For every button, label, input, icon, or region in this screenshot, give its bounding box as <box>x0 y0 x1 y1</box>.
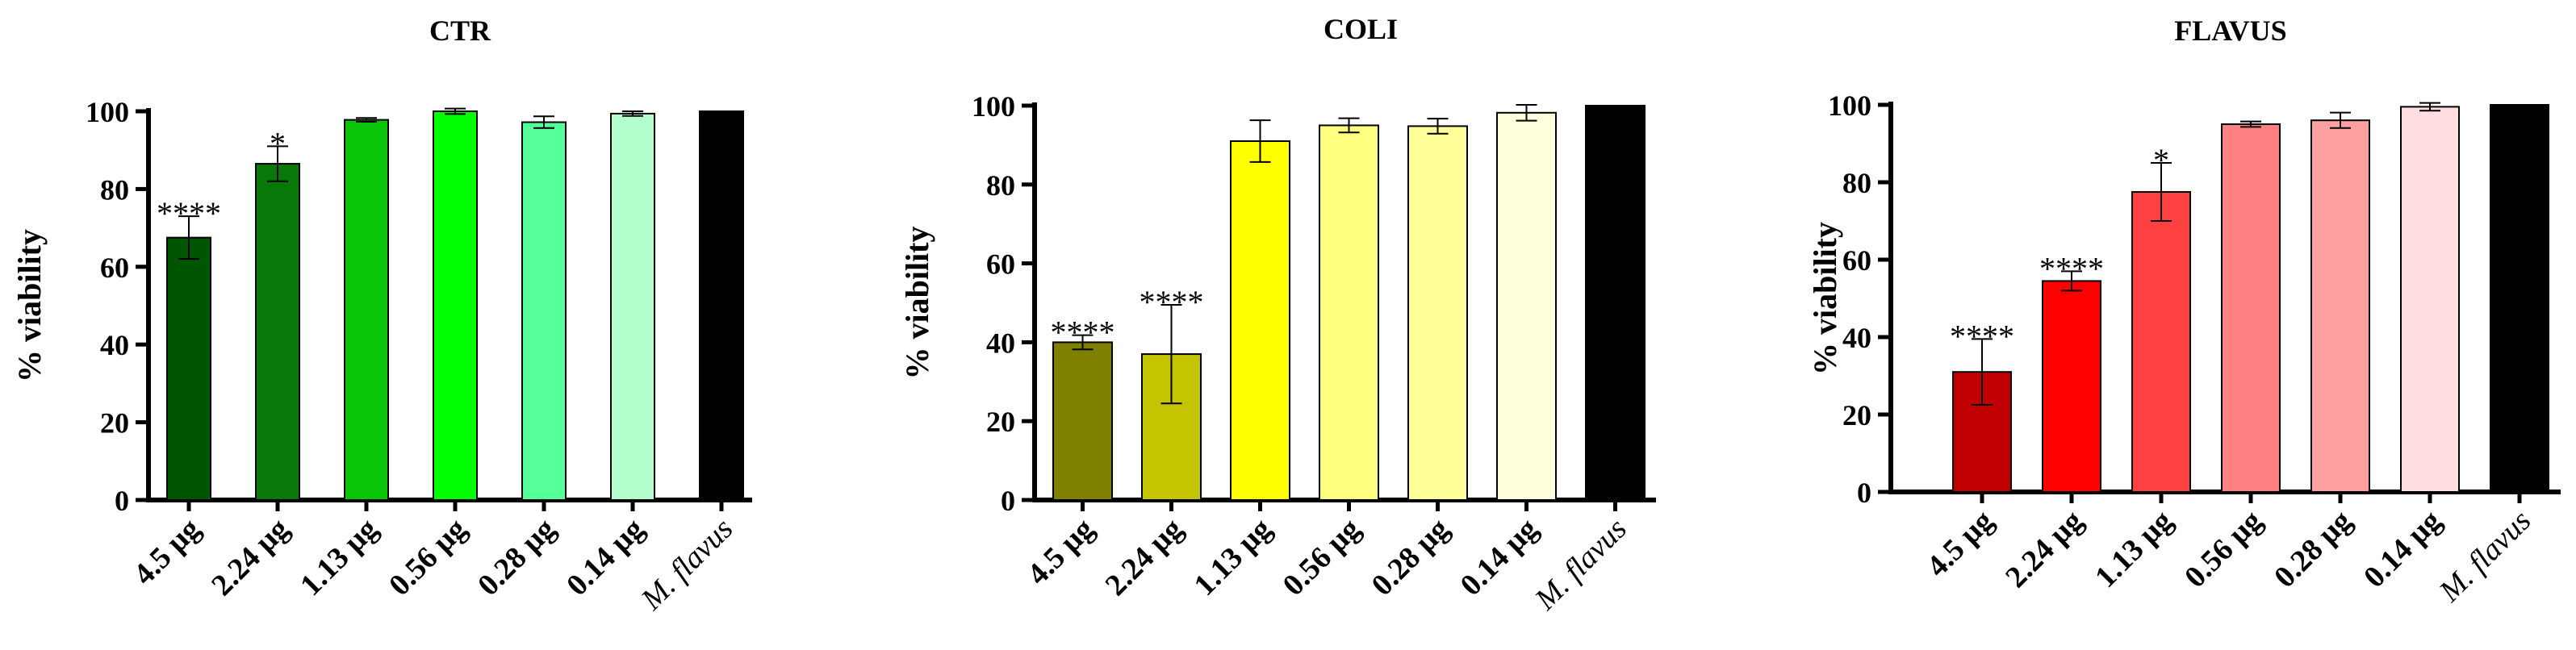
bar <box>2490 104 2549 493</box>
x-tick-label: 1.13 µg <box>1188 512 1278 602</box>
y-tick-label: 20 <box>100 407 129 440</box>
y-tick-label: 0 <box>1001 485 1015 517</box>
y-tick-label: 0 <box>1857 477 1871 509</box>
bar <box>1496 111 1557 501</box>
bar <box>699 110 744 501</box>
x-tick-label: 0.28 µg <box>2268 504 2358 594</box>
bar <box>2400 106 2460 493</box>
y-axis-label: % viability <box>11 229 48 382</box>
x-tick-label: 4.5 µg <box>1920 504 2000 584</box>
bar <box>610 112 655 501</box>
significance-label: **** <box>1950 318 2014 354</box>
y-tick-label: 0 <box>115 485 129 517</box>
x-tick-label: 1.13 µg <box>2089 504 2179 594</box>
bar <box>2221 123 2281 493</box>
x-tick-label: M. flavus <box>1528 512 1633 617</box>
y-tick-label: 40 <box>986 327 1015 359</box>
bar <box>344 119 389 501</box>
chart-title: FLAVUS <box>2174 15 2286 47</box>
x-tick-label: 4.5 µg <box>127 512 207 592</box>
x-tick-label: 0.28 µg <box>471 512 562 602</box>
x-tick-label: 2.24 µg <box>1999 504 2089 594</box>
x-tick-label: 0.56 µg <box>383 512 473 602</box>
bar <box>2131 191 2191 493</box>
x-tick-label: M. flavus <box>2432 504 2537 609</box>
bar <box>521 121 567 501</box>
chart-panel-coli: COLI % viability 0 20 40 60 80 100 **** 4.5 µg ***… <box>899 13 1656 617</box>
x-tick-label: 2.24 µg <box>205 512 295 602</box>
y-tick-label: 60 <box>986 248 1015 281</box>
bar <box>1052 341 1113 501</box>
chart-title: CTR <box>429 15 491 47</box>
y-axis-label: % viability <box>899 226 935 379</box>
y-tick-label: 60 <box>100 252 129 284</box>
bar <box>255 163 300 501</box>
x-tick-label: 0.56 µg <box>2178 504 2269 594</box>
y-tick-label: 20 <box>1842 399 1871 431</box>
bar <box>2042 280 2101 493</box>
chart-panel-ctr: CTR % viability 0 20 40 60 80 100 **** 4.5 µg * 2.2… <box>11 15 752 617</box>
bar <box>1407 125 1468 501</box>
x-tick-label: 0.14 µg <box>560 512 650 602</box>
x-tick-label: 2.24 µg <box>1099 512 1190 602</box>
significance-label: **** <box>157 195 221 231</box>
x-tick-label: 0.56 µg <box>1277 512 1367 602</box>
y-tick-label: 60 <box>1842 244 1871 277</box>
x-tick-label: 0.14 µg <box>1454 512 1545 602</box>
y-tick-label: 80 <box>100 173 129 206</box>
significance-label: **** <box>1140 284 1204 320</box>
y-tick-label: 100 <box>86 96 129 128</box>
x-tick-label: 0.14 µg <box>2357 504 2448 594</box>
chart-title: COLI <box>1324 13 1398 45</box>
chart-panel-flavus: FLAVUS % viability 0 20 40 60 80 100 **** 4.5 µg *… <box>1807 15 2561 609</box>
significance-label: **** <box>1051 315 1115 351</box>
bar <box>433 110 478 501</box>
bar <box>1585 105 1646 501</box>
y-tick-label: 100 <box>1828 90 1871 122</box>
y-tick-label: 40 <box>100 329 129 361</box>
x-tick-label: 1.13 µg <box>294 512 384 602</box>
significance-label: **** <box>2039 250 2104 286</box>
y-tick-label: 80 <box>1842 167 1871 199</box>
y-tick-label: 40 <box>1842 322 1871 354</box>
y-axis-label: % viability <box>1807 222 1843 375</box>
y-tick-label: 100 <box>972 90 1015 123</box>
bar <box>1230 140 1290 501</box>
bar <box>1319 124 1379 501</box>
significance-label: * <box>2153 142 2169 178</box>
x-tick-label: 4.5 µg <box>1021 512 1101 592</box>
x-tick-label: M. flavus <box>634 512 739 617</box>
x-tick-label: 0.28 µg <box>1365 512 1456 602</box>
bar <box>2310 119 2370 493</box>
y-tick-label: 80 <box>986 169 1015 202</box>
bar <box>166 236 211 501</box>
significance-label: * <box>270 125 286 161</box>
y-tick-label: 20 <box>986 406 1015 438</box>
